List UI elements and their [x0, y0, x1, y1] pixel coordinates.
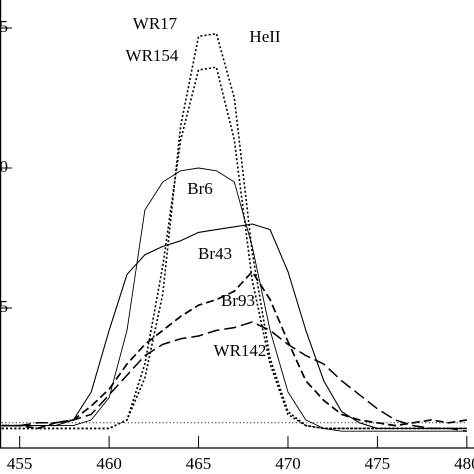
series-label: WR154	[126, 46, 179, 65]
x-tick-label: 475	[365, 454, 391, 473]
y-tick-label: 2.5	[0, 17, 8, 36]
spectrum-line	[1, 32, 467, 430]
series-label: Br43	[198, 244, 232, 263]
y-tick-label: 2.0	[0, 157, 8, 176]
y-tick-label: 1.5	[0, 297, 8, 316]
x-tick-label: 455	[7, 454, 33, 473]
annotation: HeII	[249, 27, 280, 46]
series-label: Br6	[187, 179, 213, 198]
spectrum-line	[1, 321, 467, 432]
series-label: Br93	[221, 291, 255, 310]
spectrum-line	[1, 270, 467, 430]
spectrum-line	[1, 167, 467, 432]
x-tick-label: 465	[186, 454, 212, 473]
spectrum-line	[1, 66, 467, 430]
series-label: WR17	[133, 14, 178, 33]
x-tick-label: 480	[454, 454, 474, 473]
x-tick-label: 470	[275, 454, 301, 473]
spectrum-line	[1, 223, 467, 429]
x-tick-label: 460	[96, 454, 122, 473]
series-label: WR142	[214, 341, 267, 360]
